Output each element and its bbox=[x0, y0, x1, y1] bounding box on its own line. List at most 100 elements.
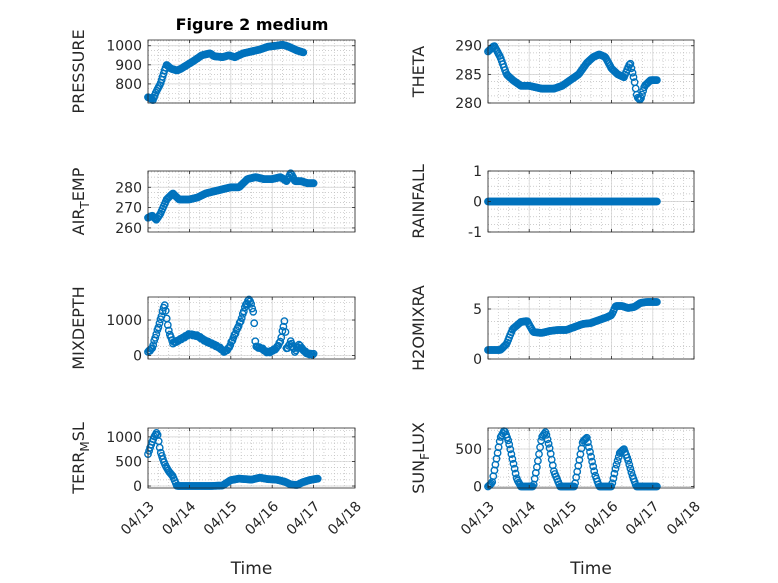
air_temp-ytick-label: 280 bbox=[115, 180, 142, 196]
mixdepth-point bbox=[308, 350, 317, 359]
pressure-ylabel: PRESSURE bbox=[69, 29, 88, 113]
sun_flux-series bbox=[484, 427, 661, 491]
terr_msl-xtick-label: 04/17 bbox=[284, 499, 324, 539]
mixdepth-point bbox=[235, 318, 244, 327]
theta-point bbox=[627, 64, 636, 73]
mixdepth-point bbox=[281, 328, 290, 336]
panel-theta: 280 285 290 THETA bbox=[409, 39, 695, 112]
sun_flux-point bbox=[610, 469, 619, 478]
rainfall-ytick-label: 1 bbox=[473, 164, 482, 180]
mixdepth-axes-frame bbox=[147, 296, 356, 360]
sun_flux-point bbox=[507, 450, 516, 458]
theta-plot-area bbox=[488, 40, 694, 103]
mixdepth-point bbox=[276, 337, 285, 346]
pressure-axes-frame bbox=[147, 39, 356, 104]
figure-title: Figure 2 medium bbox=[176, 15, 329, 34]
air_temp-ytick-label: 260 bbox=[115, 221, 142, 237]
panel-rainfall: -1 0 1 RAINFALL bbox=[409, 164, 695, 241]
sun_flux-xtick-label: 04/17 bbox=[623, 499, 663, 539]
panel-terr_msl: 0 500 1000 04/13 04/14 04/15 04/16 04/17 04/18 TE… bbox=[69, 422, 365, 579]
h2omixra-series bbox=[484, 298, 661, 354]
rainfall-point bbox=[653, 197, 661, 206]
theta-point bbox=[626, 59, 635, 68]
panel-sun_flux: 0 500 04/13 04/14 04/15 04/16 04/17 04/18 SUNFLU… bbox=[409, 422, 704, 579]
air_temp-point bbox=[309, 179, 318, 188]
sun_flux-point bbox=[608, 479, 617, 488]
theta-series bbox=[484, 42, 661, 104]
sun_flux-point bbox=[542, 430, 551, 439]
mixdepth-point bbox=[250, 319, 259, 328]
sun_flux-point bbox=[586, 447, 594, 456]
theta-point bbox=[638, 90, 646, 99]
pressure-ytick-label: 800 bbox=[115, 77, 142, 93]
terr_msl-ytick-label: 500 bbox=[115, 454, 142, 470]
sun_flux-point bbox=[508, 455, 517, 463]
panel-mixdepth: 0 1000 MIXDEPTH bbox=[69, 286, 356, 370]
sun_flux-point bbox=[589, 462, 598, 471]
mixdepth-point bbox=[154, 323, 163, 332]
terr_msl-xtick-label: 04/18 bbox=[325, 499, 365, 539]
terr_msl-xtick-label: 04/13 bbox=[118, 499, 158, 539]
theta-ylabel: THETA bbox=[409, 46, 428, 98]
sun_flux-point bbox=[653, 482, 661, 491]
pressure-series bbox=[144, 40, 308, 105]
sun_flux-point bbox=[509, 459, 518, 468]
mixdepth-point bbox=[155, 319, 164, 328]
sun_flux-xlabel: Time bbox=[569, 559, 612, 579]
sun_flux-point bbox=[585, 443, 593, 451]
terr_msl-point bbox=[313, 474, 322, 483]
mixdepth-point bbox=[289, 344, 298, 353]
sun_flux-point bbox=[587, 452, 595, 461]
sun_flux-point bbox=[590, 467, 599, 476]
terr_msl-xtick-label: 04/14 bbox=[159, 499, 199, 539]
terr_msl-point bbox=[155, 443, 164, 452]
air_temp-series bbox=[144, 169, 318, 224]
sun_flux-xtick-label: 04/14 bbox=[499, 499, 539, 539]
sun_flux-ytick-label: 500 bbox=[455, 442, 482, 458]
sun_flux-point bbox=[624, 456, 633, 465]
mixdepth-point bbox=[230, 330, 239, 339]
sun_flux-point bbox=[627, 468, 636, 477]
sun_flux-point bbox=[582, 433, 591, 442]
theta-point bbox=[653, 76, 661, 85]
terr_msl-xtick-label: 04/15 bbox=[201, 499, 241, 539]
theta-axes-frame bbox=[487, 39, 695, 104]
theta-point bbox=[637, 94, 645, 103]
mixdepth-series bbox=[144, 295, 318, 359]
sun_flux-ytick-label: 0 bbox=[473, 480, 482, 496]
terr_msl-ytick-label: 1000 bbox=[106, 430, 142, 446]
rainfall-series bbox=[484, 197, 661, 206]
terr_msl-xtick-label: 04/16 bbox=[242, 499, 282, 539]
terr_msl-axes-frame bbox=[147, 427, 356, 489]
panel-air_temp: 260 270 280 AIRTEMP bbox=[69, 167, 356, 237]
mixdepth-point bbox=[164, 326, 173, 335]
air_temp-ylabel: AIRTEMP bbox=[69, 167, 92, 235]
mixdepth-point bbox=[247, 299, 256, 308]
rainfall-ylabel: RAINFALL bbox=[409, 164, 428, 239]
mixdepth-point bbox=[248, 304, 257, 313]
mixdepth-point bbox=[280, 317, 289, 325]
air_temp-ytick-label: 270 bbox=[115, 201, 142, 217]
sun_flux-point bbox=[570, 482, 578, 491]
theta-point bbox=[628, 68, 637, 77]
mixdepth-point bbox=[227, 337, 236, 346]
theta-point bbox=[629, 73, 638, 82]
theta-ytick-label: 280 bbox=[455, 96, 482, 112]
h2omixra-point bbox=[653, 298, 661, 306]
h2omixra-ylabel: H2OMIXRA bbox=[409, 285, 428, 371]
mixdepth-point bbox=[237, 314, 246, 323]
h2omixra-ytick-label: 5 bbox=[473, 302, 482, 318]
mixdepth-point bbox=[161, 306, 170, 315]
panel-pressure: 800 900 1000 PRESSURE bbox=[69, 29, 356, 114]
terr_msl-ylabel: TERRMSL bbox=[69, 422, 92, 495]
sun_flux-xtick-label: 04/13 bbox=[458, 499, 498, 539]
sun_flux-point bbox=[611, 464, 620, 473]
air_temp-axes-frame bbox=[147, 170, 356, 233]
mixdepth-ylabel: MIXDEPTH bbox=[69, 286, 88, 369]
pressure-ytick-label: 1000 bbox=[106, 39, 142, 55]
sun_flux-point bbox=[543, 435, 552, 444]
sun_flux-point bbox=[510, 464, 519, 473]
sun_flux-point bbox=[505, 440, 514, 449]
mixdepth-point bbox=[239, 307, 248, 316]
mixdepth-point bbox=[151, 333, 160, 342]
